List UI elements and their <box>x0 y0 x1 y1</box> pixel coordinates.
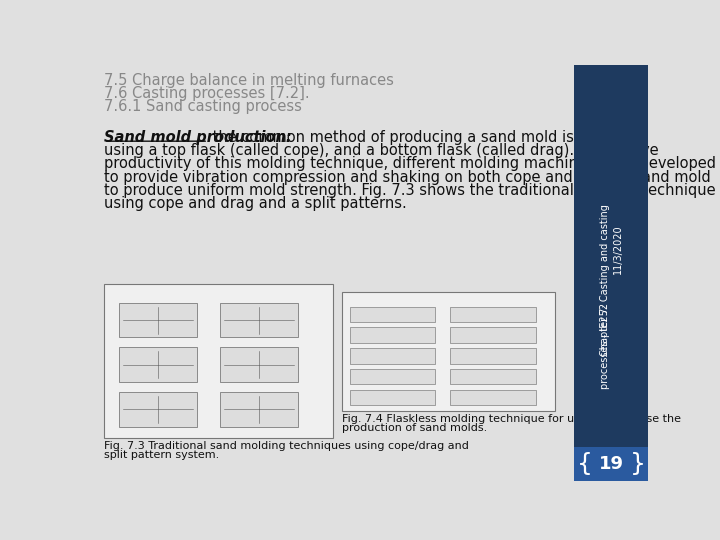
Bar <box>575 447 648 481</box>
Bar <box>120 347 197 382</box>
Bar <box>104 284 333 438</box>
Text: split pattern system.: split pattern system. <box>104 450 219 460</box>
Text: the common method of producing a sand mold is through: the common method of producing a sand mo… <box>208 130 636 145</box>
Text: using cope and drag and a split patterns.: using cope and drag and a split patterns… <box>104 195 407 211</box>
Text: to provide vibration compression and shaking on both cope and drag of sand mold: to provide vibration compression and sha… <box>104 170 711 185</box>
Text: Sand mold production:: Sand mold production: <box>104 130 292 145</box>
Text: to produce uniform mold strength. Fig. 7.3 shows the traditional molding techniq: to produce uniform mold strength. Fig. 7… <box>104 183 716 198</box>
Bar <box>220 392 297 427</box>
Text: 7.6.1 Sand casting process: 7.6.1 Sand casting process <box>104 99 302 114</box>
Text: Chapter 7: Casting and casting: Chapter 7: Casting and casting <box>600 205 610 356</box>
Bar <box>451 327 536 343</box>
Text: processes - IE252: processes - IE252 <box>600 303 610 389</box>
Bar <box>451 307 536 322</box>
Text: Fig. 7.3 Traditional sand molding techniques using cope/drag and: Fig. 7.3 Traditional sand molding techni… <box>104 441 469 451</box>
Text: using a top flask (called cope), and a bottom flask (called drag). To improve: using a top flask (called cope), and a b… <box>104 143 659 158</box>
Text: {: { <box>577 451 593 476</box>
Text: Fig. 7.4 Flaskless molding technique for used to increase the: Fig. 7.4 Flaskless molding technique for… <box>342 414 681 424</box>
Bar <box>342 292 555 411</box>
Text: 7.6 Casting processes [7.2].: 7.6 Casting processes [7.2]. <box>104 85 310 100</box>
Text: productivity of this molding technique, different molding machines were develope: productivity of this molding technique, … <box>104 157 716 171</box>
Bar <box>120 392 197 427</box>
Bar <box>451 348 536 363</box>
Bar <box>220 303 297 338</box>
Bar <box>451 369 536 384</box>
Bar <box>350 390 435 405</box>
Bar <box>350 369 435 384</box>
Bar <box>120 303 197 338</box>
Text: }: } <box>630 451 646 476</box>
Text: 19: 19 <box>598 455 624 472</box>
Bar <box>220 347 297 382</box>
Bar <box>350 348 435 363</box>
Text: 11/3/2020: 11/3/2020 <box>613 225 623 274</box>
Bar <box>575 65 648 481</box>
Bar <box>451 390 536 405</box>
Bar <box>350 307 435 322</box>
Text: 7.5 Charge balance in melting furnaces: 7.5 Charge balance in melting furnaces <box>104 72 394 87</box>
Bar <box>350 327 435 343</box>
Text: production of sand molds.: production of sand molds. <box>342 423 487 433</box>
